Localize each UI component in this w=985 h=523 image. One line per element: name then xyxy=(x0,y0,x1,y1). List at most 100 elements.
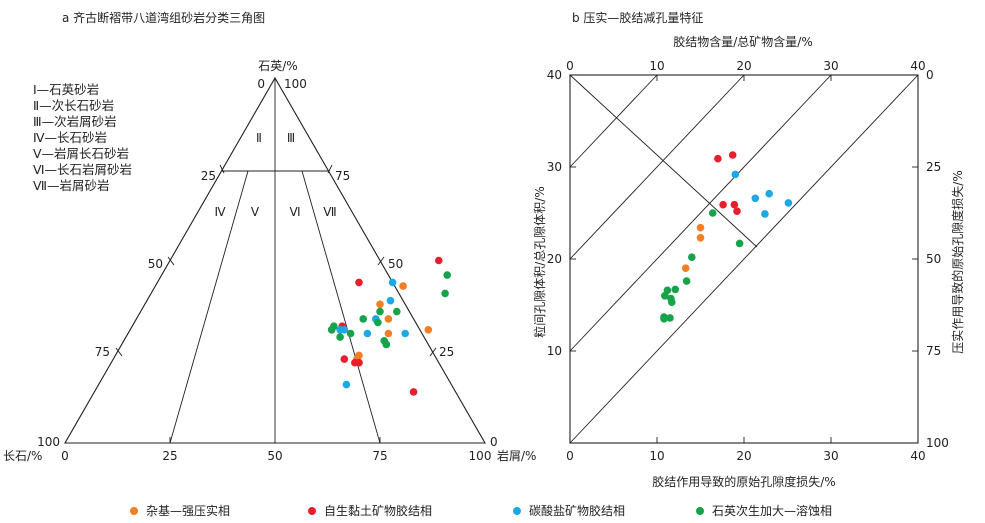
ternary-point-matrix-3 xyxy=(384,329,393,338)
lithic-vertex-label: 岩屑/% xyxy=(497,448,536,463)
top-axis-label: 胶结物含量/总矿物含量/% xyxy=(673,34,813,49)
quartz-tick-50: 50 xyxy=(148,257,163,271)
class-legend-7: Ⅶ—岩屑砂岩 xyxy=(33,178,110,193)
left-tick-50 xyxy=(167,256,175,266)
ternary-point-quartz-5 xyxy=(374,318,382,327)
cement-ratio-line xyxy=(569,74,758,248)
porosity-point-clay-2 xyxy=(719,200,727,209)
x-tick-label-30: 30 xyxy=(823,449,838,463)
ternary-point-quartz-2 xyxy=(393,307,401,316)
right-axis-label: 压实作用导致的原始孔隙度损失/% xyxy=(950,170,965,353)
base-tick-label-75: 75 xyxy=(372,449,387,463)
ternary-point-carbonate-6 xyxy=(401,329,410,338)
porosity-point-clay-3 xyxy=(730,200,739,209)
class-legend-6: Ⅵ—长石岩屑砂岩 xyxy=(33,162,132,177)
lithic-tick-25: 25 xyxy=(439,345,454,359)
right-tick-75 xyxy=(429,347,437,357)
porosity-point-quartz-4 xyxy=(671,285,680,294)
base-tick-label-25: 25 xyxy=(162,449,177,463)
diag-line-0 xyxy=(569,74,919,444)
y-axis-label: 粒间孔隙体积/总孔隙体积/% xyxy=(532,186,547,338)
porosity-point-quartz-3 xyxy=(682,277,691,285)
feldspar-vertex-label: 长石/% xyxy=(3,449,42,463)
quartz-vertex-label: 石英/% xyxy=(258,59,297,73)
ternary-point-clay-4 xyxy=(340,355,349,363)
class-legend-2: Ⅱ—次长石砂岩 xyxy=(33,98,114,113)
porosity-point-carbonate-0 xyxy=(731,170,740,179)
quartz-tick-75: 75 xyxy=(95,345,110,359)
ternary-tick-labels: 石英/% 0 100 25 75 50 50 75 25 100 0 长石/% … xyxy=(3,59,536,463)
diag-line-25 xyxy=(569,74,832,352)
base-tick-0: 0 xyxy=(61,449,69,463)
ternary-point-clay-7 xyxy=(409,388,418,396)
region-V: Ⅴ xyxy=(251,205,260,219)
porosity-panel: b 压实—胶结减孔量特征 胶结物含量/总矿物含量/% 0 1 xyxy=(532,10,965,489)
right-tick-25 xyxy=(327,164,333,174)
ternary-point-quartz-10 xyxy=(346,329,355,338)
quartz-tick-25: 25 xyxy=(201,169,216,183)
porosity-point-quartz-1 xyxy=(735,239,744,248)
porosity-point-quartz-7 xyxy=(668,298,676,307)
lithic-tick-0: 0 xyxy=(490,435,498,449)
ternary-panel: a 齐古断褶带八道湾组砂岩分类三角图 石英/% 0 100 25 75 50 xyxy=(3,10,536,463)
legend-label-matrix: 杂基—强压实相 xyxy=(146,503,230,518)
ternary-point-clay-6 xyxy=(355,358,363,367)
class-legend-4: Ⅳ—长石砂岩 xyxy=(33,130,107,145)
porosity-point-matrix-0 xyxy=(696,223,705,232)
class-line-left xyxy=(169,170,249,444)
diag-line-50 xyxy=(569,74,745,260)
quartz-tick-0: 0 xyxy=(257,77,265,91)
x-axis-label: 胶结作用导致的原始孔隙度损失/% xyxy=(652,474,835,489)
base-tick-label-100: 100 xyxy=(469,449,492,463)
porosity-point-quartz-2 xyxy=(688,253,696,261)
region-IV: Ⅳ xyxy=(214,205,225,219)
ternary-point-clay-0 xyxy=(435,256,443,265)
top-tick-label-20: 20 xyxy=(736,59,751,73)
legend-dot-quartz xyxy=(696,507,704,515)
ternary-point-matrix-1 xyxy=(376,300,384,309)
ternary-point-carbonate-1 xyxy=(386,296,395,305)
ternary-point-quartz-0 xyxy=(443,271,452,279)
region-III: Ⅲ xyxy=(287,131,295,145)
class-legend-5: Ⅴ—岩屑长石砂岩 xyxy=(33,146,129,161)
ternary-point-carbonate-8 xyxy=(342,380,351,389)
porosity-point-quartz-0 xyxy=(708,209,717,217)
porosity-tick-labels: 0 10 20 30 40 40 30 20 10 0 10 20 30 40 … xyxy=(532,59,965,489)
legend-dot-clay xyxy=(308,507,316,515)
x-tick-label-10: 10 xyxy=(649,449,664,463)
porosity-point-clay-0 xyxy=(714,154,722,163)
porosity-point-clay-1 xyxy=(728,151,737,159)
facies-legend: 杂基—强压实相 自生黏土矿物胶结相 碳酸盐矿物胶结相 石英次生加大—溶蚀相 xyxy=(130,503,832,518)
right-tick-label-0: 0 xyxy=(926,68,934,82)
legend-label-carbonate: 碳酸盐矿物胶结相 xyxy=(529,503,625,518)
left-tick-25 xyxy=(115,347,123,357)
lithic-tick-75: 75 xyxy=(335,169,350,183)
y-tick-label-30: 30 xyxy=(547,160,562,174)
porosity-point-carbonate-2 xyxy=(765,189,773,198)
ternary-point-quartz-3 xyxy=(376,307,384,316)
ternary-title: a 齐古断褶带八道湾组砂岩分类三角图 xyxy=(62,10,265,25)
porosity-frame xyxy=(569,74,919,444)
right-tick-label-50: 50 xyxy=(926,252,941,266)
top-tick-label-0: 0 xyxy=(566,59,574,73)
left-tick-75 xyxy=(219,164,225,174)
quartz-tick-100: 100 xyxy=(37,435,60,449)
y-tick-label-40: 40 xyxy=(547,68,562,82)
ternary-ticks xyxy=(115,164,437,443)
ternary-point-matrix-6 xyxy=(355,351,363,360)
porosity-point-carbonate-4 xyxy=(784,199,793,207)
porosity-point-quartz-11 xyxy=(660,315,668,323)
lithic-tick-100: 100 xyxy=(284,77,307,91)
ternary-frame xyxy=(64,76,486,444)
top-tick-label-30: 30 xyxy=(823,59,838,73)
porosity-point-clay-4 xyxy=(733,207,741,215)
lithic-tick-50: 50 xyxy=(388,257,403,271)
porosity-point-quartz-10 xyxy=(666,314,674,322)
right-tick-label-100: 100 xyxy=(926,436,949,450)
porosity-points xyxy=(660,151,793,323)
ternary-point-clay-1 xyxy=(355,278,363,287)
ternary-point-quartz-4 xyxy=(359,315,368,323)
porosity-point-carbonate-1 xyxy=(751,194,760,203)
legend-dot-carbonate xyxy=(513,507,521,515)
